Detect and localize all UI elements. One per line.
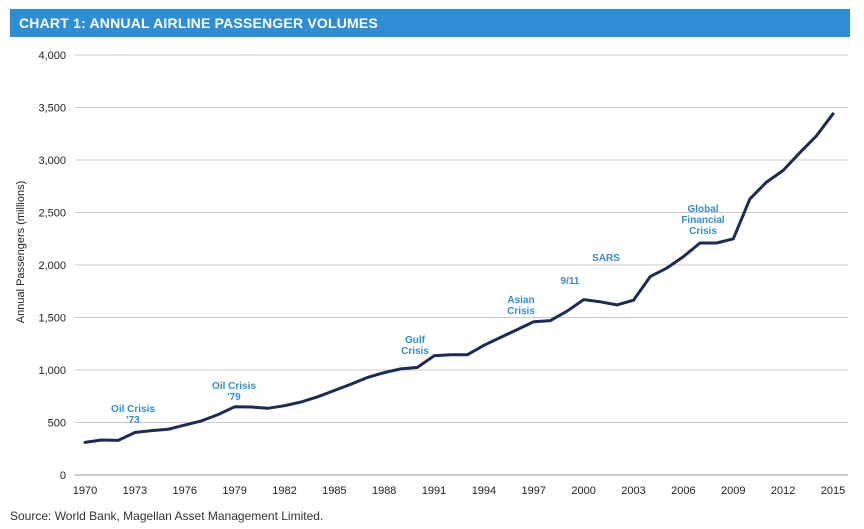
y-tick-label: 1,000 xyxy=(38,365,66,377)
annotation-label: Gulf xyxy=(405,335,426,346)
x-tick-label: 1976 xyxy=(172,485,196,497)
y-tick-label: 4,000 xyxy=(38,50,66,62)
x-tick-label: 1985 xyxy=(322,485,346,497)
y-axis-label: Annual Passengers (millions) xyxy=(15,181,27,323)
y-tick-label: 1,500 xyxy=(38,313,66,325)
annotation-label: '79 xyxy=(227,392,241,403)
x-tick-label: 2015 xyxy=(821,485,845,497)
x-tick-label: 1979 xyxy=(222,485,246,497)
y-tick-label: 2,500 xyxy=(38,208,66,220)
source-note: Source: World Bank, Magellan Asset Manag… xyxy=(10,509,324,523)
x-tick-label: 2000 xyxy=(571,485,595,497)
x-tick-label: 2012 xyxy=(771,485,795,497)
series-line xyxy=(83,112,835,444)
annotation-label: SARS xyxy=(592,253,620,264)
x-tick-label: 1970 xyxy=(73,485,97,497)
annotation-label: '73 xyxy=(126,415,140,426)
annotation-label: Crisis xyxy=(689,226,717,237)
x-tick-label: 2009 xyxy=(721,485,745,497)
annotation-label: Oil Crisis xyxy=(212,381,256,392)
chart-title: CHART 1: ANNUAL AIRLINE PASSENGER VOLUME… xyxy=(19,15,378,31)
x-tick-label: 2003 xyxy=(621,485,645,497)
annotation-label: Financial xyxy=(681,215,725,226)
annotation-label: Crisis xyxy=(401,346,429,357)
annotation-label: Asian xyxy=(507,295,534,306)
y-tick-label: 3,500 xyxy=(38,103,66,115)
annotation-label: Global xyxy=(687,204,718,215)
x-tick-label: 1997 xyxy=(522,485,546,497)
annotation-label: Crisis xyxy=(507,306,535,317)
x-tick-label: 1982 xyxy=(272,485,296,497)
y-tick-label: 3,000 xyxy=(38,155,66,167)
annotation-label: 9/11 xyxy=(561,276,580,287)
annotation-label: Oil Crisis xyxy=(111,404,155,415)
y-tick-label: 0 xyxy=(60,470,66,482)
x-tick-label: 2006 xyxy=(671,485,695,497)
x-tick-label: 1973 xyxy=(123,485,147,497)
y-tick-label: 2,000 xyxy=(38,260,66,272)
x-tick-label: 1991 xyxy=(422,485,446,497)
chart-title-bar: CHART 1: ANNUAL AIRLINE PASSENGER VOLUME… xyxy=(10,9,850,37)
x-tick-label: 1988 xyxy=(372,485,396,497)
y-tick-label: 500 xyxy=(48,418,66,430)
x-tick-label: 1994 xyxy=(472,485,496,497)
